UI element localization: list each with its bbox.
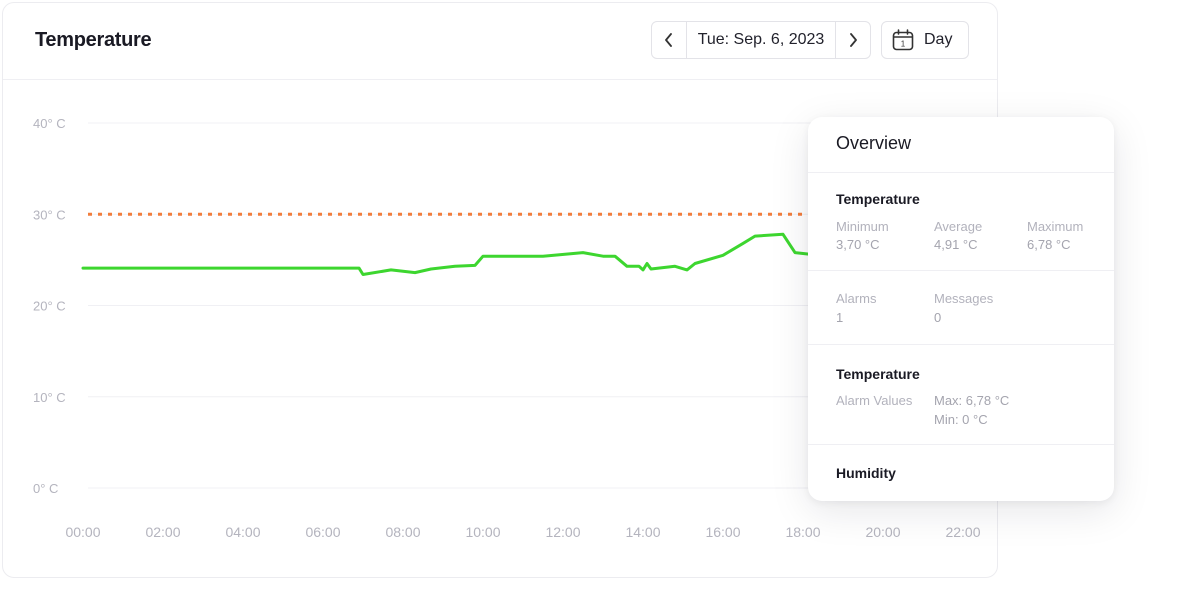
x-tick-label: 18:00 — [785, 524, 820, 540]
calendar-day-number: 1 — [901, 40, 906, 49]
overview-panel: Overview Temperature Minimum 3,70 °C Ave… — [808, 117, 1114, 501]
x-tick-label: 04:00 — [225, 524, 260, 540]
alarm-values-label: Alarm Values — [836, 393, 913, 408]
x-tick-label: 00:00 — [65, 524, 100, 540]
y-tick-label: 20° C — [33, 299, 66, 314]
maximum-label: Maximum — [1027, 219, 1084, 234]
x-tick-label: 02:00 — [145, 524, 180, 540]
period-select-button[interactable]: 1 Day — [881, 21, 969, 59]
average-label: Average — [934, 219, 983, 234]
x-tick-label: 08:00 — [385, 524, 420, 540]
divider — [808, 344, 1114, 345]
temperature-chart: 40° C 30° C 20° C 10° C 0° C 00:00 02:00 04:00 0… — [33, 116, 990, 540]
x-tick-label: 10:00 — [465, 524, 500, 540]
minimum-label: Minimum — [836, 219, 889, 234]
x-tick-label: 22:00 — [945, 524, 980, 540]
next-day-button[interactable] — [835, 22, 870, 58]
messages-value: 0 — [934, 310, 942, 325]
temperature-section-title: Temperature — [836, 191, 920, 207]
x-tick-label: 14:00 — [625, 524, 660, 540]
divider — [808, 172, 1114, 173]
x-tick-label: 20:00 — [865, 524, 900, 540]
temperature-alarm-section-title: Temperature — [836, 366, 920, 382]
minimum-value: 3,70 °C — [836, 237, 880, 252]
humidity-section-title: Humidity — [836, 465, 896, 481]
y-tick-label: 10° C — [33, 390, 66, 405]
x-tick-label: 06:00 — [305, 524, 340, 540]
date-navigator: Tue: Sep. 6, 2023 — [651, 21, 871, 59]
card-title: Temperature — [35, 29, 152, 51]
day-label: Day — [924, 31, 953, 48]
y-tick-label: 40° C — [33, 116, 66, 131]
average-value: 4,91 °C — [934, 237, 978, 252]
alarms-label: Alarms — [836, 291, 877, 306]
y-tick-label: 30° C — [33, 207, 66, 222]
maximum-value: 6,78 °C — [1027, 237, 1071, 252]
calendar-icon: 1 — [892, 29, 914, 51]
temperature-series-line — [81, 232, 839, 276]
chevron-left-icon — [665, 33, 672, 47]
y-tick-label: 0° C — [33, 481, 58, 496]
messages-label: Messages — [934, 291, 994, 306]
divider — [808, 270, 1114, 271]
x-tick-label: 12:00 — [545, 524, 580, 540]
alarm-min-value: Min: 0 °C — [934, 412, 988, 427]
overview-title: Overview — [836, 133, 912, 153]
divider — [808, 444, 1114, 445]
chevron-right-icon — [850, 33, 857, 47]
x-tick-label: 16:00 — [705, 524, 740, 540]
date-label[interactable]: Tue: Sep. 6, 2023 — [697, 31, 825, 48]
card-header: Temperature Tue: Sep. 6, 2023 1 Day — [3, 3, 997, 80]
alarm-max-value: Max: 6,78 °C — [934, 393, 1010, 408]
previous-day-button[interactable] — [652, 22, 687, 58]
alarms-value: 1 — [836, 310, 844, 325]
